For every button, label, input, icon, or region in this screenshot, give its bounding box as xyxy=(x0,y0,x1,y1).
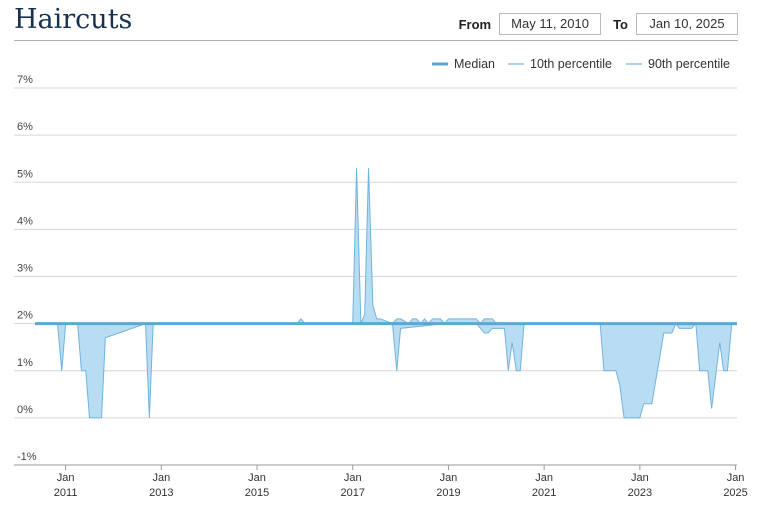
p10-line xyxy=(35,322,737,419)
x-tick-label: Jan xyxy=(248,472,266,484)
legend-90th-percentile-label: 90th percentile xyxy=(648,57,730,71)
x-tick-label: Jan xyxy=(440,472,458,484)
date-range-selector: From May 11, 2010 To Jan 10, 2025 xyxy=(459,13,738,35)
y-tick-label: 6% xyxy=(17,121,33,133)
y-tick-label: 2% xyxy=(17,310,33,322)
legend[interactable]: Median 10th percentile 90th percentile xyxy=(432,57,730,71)
x-tick-label: 2011 xyxy=(54,487,78,499)
from-label: From xyxy=(458,16,492,32)
p90-area xyxy=(35,168,737,324)
x-tick-label: Jan xyxy=(727,472,745,484)
legend-median-label: Median xyxy=(454,57,495,71)
x-tick-label: 2015 xyxy=(245,487,269,499)
to-label: To xyxy=(613,16,628,32)
x-tick-label: 2025 xyxy=(723,487,747,499)
y-tick-label: 7% xyxy=(17,74,33,86)
x-tick-label: Jan xyxy=(535,472,553,484)
x-tick-label: Jan xyxy=(57,472,75,484)
x-tick-label: 2013 xyxy=(149,487,173,499)
x-tick-label: Jan xyxy=(152,472,170,484)
x-tick-label: 2017 xyxy=(341,487,365,499)
p10-area xyxy=(35,323,737,418)
x-tick-label: 2019 xyxy=(436,487,460,499)
legend-10th-percentile-label: 10th percentile xyxy=(530,57,612,71)
x-tick-label: 2023 xyxy=(628,487,652,499)
axes: -1% 0% 1% 2% 3% 4% 5% 6% 7% Jan 2011 Jan 2013 Jan 2015… xyxy=(14,74,748,499)
to-date-input[interactable]: Jan 10, 2025 xyxy=(636,13,738,35)
page-title: Haircuts xyxy=(14,4,133,35)
series-lines xyxy=(35,168,737,419)
header-divider xyxy=(14,40,738,41)
y-tick-label: 5% xyxy=(17,168,33,180)
x-tick-label: Jan xyxy=(631,472,649,484)
y-tick-label: 1% xyxy=(17,357,33,369)
x-tick-label: Jan xyxy=(344,472,362,484)
x-tick-label: 2021 xyxy=(532,487,556,499)
y-tick-label: -1% xyxy=(17,451,37,463)
y-tick-label: 3% xyxy=(17,263,33,275)
from-date-input[interactable]: May 11, 2010 xyxy=(499,13,602,35)
y-tick-label: 4% xyxy=(17,215,33,227)
p90-line xyxy=(35,168,737,325)
percentile-band xyxy=(35,168,737,418)
y-tick-label: 0% xyxy=(17,404,33,416)
